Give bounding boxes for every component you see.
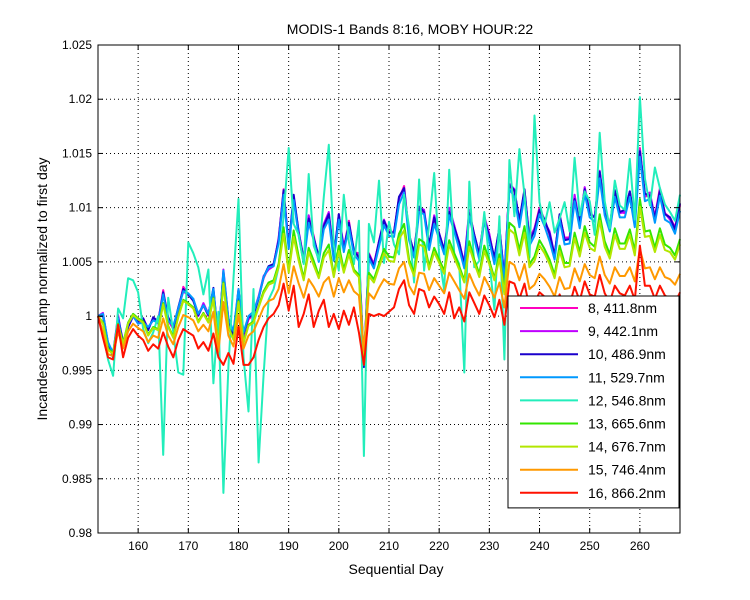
y-tick-label: 1.025: [62, 38, 92, 52]
y-tick-label: 1.02: [69, 92, 93, 106]
legend-label: 10, 486.9nm: [588, 346, 666, 362]
x-tick-label: 180: [228, 539, 248, 553]
x-tick-label: 200: [329, 539, 349, 553]
y-tick-label: 0.99: [69, 418, 93, 432]
y-tick-label: 1.005: [62, 255, 92, 269]
x-axis: 160 170 180 190 200 210 220 230 240 250 260: [128, 45, 650, 553]
legend-label: 14, 676.7nm: [588, 439, 666, 455]
x-tick-label: 240: [530, 539, 550, 553]
legend-label: 13, 665.6nm: [588, 416, 666, 432]
y-tick-label: 0.995: [62, 363, 92, 377]
y-tick-label: 1.01: [69, 201, 93, 215]
x-tick-label: 210: [379, 539, 399, 553]
series-line-11: [97, 155, 681, 366]
legend-label: 12, 546.8nm: [588, 392, 666, 408]
y-axis: 0.98 0.985 0.99 0.995 1 1.005 1.01 1.015 1.02 1.0…: [62, 38, 680, 540]
legend-label: 8, 411.8nm: [588, 300, 657, 316]
legend-label: 15, 746.4nm: [588, 462, 666, 478]
x-tick-label: 250: [580, 539, 600, 553]
series-line-16: [97, 244, 681, 366]
y-tick-label: 1.015: [62, 146, 92, 160]
x-tick-label: 170: [178, 539, 198, 553]
legend-label: 9, 442.1nm: [588, 323, 658, 339]
x-tick-label: 230: [479, 539, 499, 553]
x-tick-label: 260: [630, 539, 650, 553]
legend: 8, 411.8nm 9, 442.1nm 10, 486.9nm 11, 529.7…: [507, 295, 680, 509]
y-tick-label: 0.98: [69, 526, 93, 540]
legend-label: 16, 866.2nm: [588, 485, 666, 501]
legend-label: 11, 529.7nm: [588, 369, 665, 385]
x-tick-label: 220: [429, 539, 449, 553]
series-line-14: [97, 205, 681, 359]
series-line-15: [97, 247, 681, 358]
series-layer: [97, 96, 681, 494]
x-tick-label: 190: [279, 539, 299, 553]
x-tick-label: 160: [128, 539, 148, 553]
y-tick-label: 1: [85, 309, 92, 323]
chart-title: MODIS-1 Bands 8:16, MOBY HOUR:22: [287, 21, 534, 37]
y-axis-label: Incandescent Lamp normalized to first da…: [34, 157, 50, 420]
x-axis-label: Sequential Day: [349, 561, 444, 577]
series-line-12: [97, 96, 681, 494]
y-tick-label: 0.985: [62, 472, 92, 486]
